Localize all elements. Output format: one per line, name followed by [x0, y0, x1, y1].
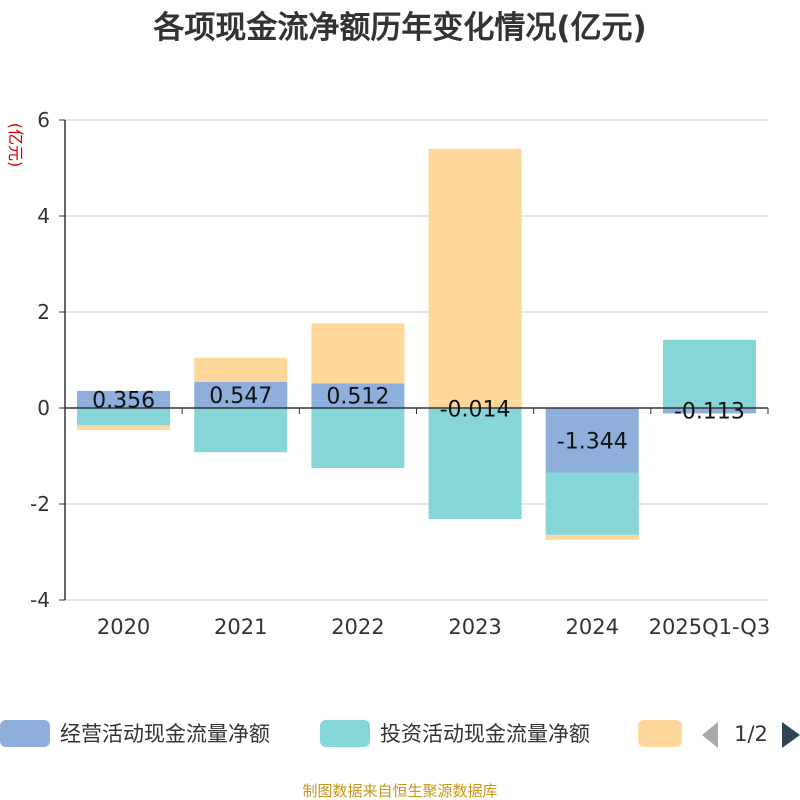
source-note: 制图数据来自恒生聚源数据库 — [302, 782, 497, 800]
legend-next-arrow-icon[interactable] — [782, 722, 800, 748]
x-tick-label: 2021 — [214, 615, 267, 639]
axes: 6 4 2 0 -2 -4 2020 2021 2022 2023 2024 2025Q1-Q3 — [30, 108, 770, 639]
data-labels: 0.356 0.547 0.512 -0.014 -1.344 -0.113 — [92, 384, 745, 454]
legend-item-investing[interactable]: 投资活动现金流量净额 — [320, 720, 590, 747]
bar-financing — [311, 323, 405, 384]
legend-page-indicator: 1/2 — [734, 722, 768, 746]
legend-label-operating: 经营活动现金流量净额 — [60, 722, 270, 746]
x-tick-label: 2020 — [97, 615, 150, 639]
grid-lines — [65, 119, 768, 601]
chart-title: 各项现金流净额历年变化情况(亿元) — [152, 10, 646, 46]
bar-investing — [194, 408, 288, 453]
bar-operating — [545, 408, 639, 473]
legend-label-investing: 投资活动现金流量净额 — [380, 722, 590, 746]
bar-financing — [545, 534, 639, 540]
legend-swatch-financing — [638, 720, 682, 747]
data-label: 0.512 — [326, 385, 389, 410]
x-tick-label: 2023 — [448, 615, 501, 639]
y-tick-label: -2 — [30, 492, 50, 516]
data-label: -1.344 — [557, 429, 628, 454]
y-tick-label: 4 — [37, 204, 50, 228]
bar-investing — [428, 408, 522, 520]
legend-item-operating[interactable]: 经营活动现金流量净额 — [0, 720, 270, 747]
data-label: 0.356 — [92, 388, 155, 413]
data-label: 0.547 — [209, 384, 272, 409]
bar-operating — [77, 390, 171, 408]
bar-operating — [194, 381, 288, 408]
bar-investing — [311, 408, 405, 468]
x-tick-label: 2024 — [566, 615, 619, 639]
y-axis-label: (亿元) — [6, 123, 25, 168]
y-tick-label: 0 — [37, 396, 50, 420]
bar-financing — [428, 148, 522, 409]
bars — [77, 148, 756, 540]
y-tick-label: 2 — [37, 300, 50, 324]
legend: 经营活动现金流量净额 投资活动现金流量净额 1/2 — [0, 720, 800, 748]
legend-swatch-operating — [0, 720, 50, 747]
bar-financing — [77, 425, 171, 431]
bar-financing — [194, 357, 288, 382]
legend-item-financing[interactable] — [638, 720, 682, 747]
legend-swatch-investing — [320, 720, 370, 747]
data-label: -0.113 — [674, 400, 745, 425]
bar-operating — [662, 408, 756, 414]
data-label: -0.014 — [440, 397, 511, 422]
x-tick-label: 2025Q1-Q3 — [649, 615, 771, 639]
bar-investing — [77, 408, 171, 426]
legend-prev-arrow-icon[interactable] — [702, 722, 718, 748]
bar-investing — [545, 472, 639, 535]
bar-operating — [311, 383, 405, 408]
x-tick-label: 2022 — [331, 615, 384, 639]
y-tick-label: 6 — [37, 108, 50, 132]
y-tick-label: -4 — [30, 588, 50, 612]
bar-investing — [662, 339, 756, 408]
